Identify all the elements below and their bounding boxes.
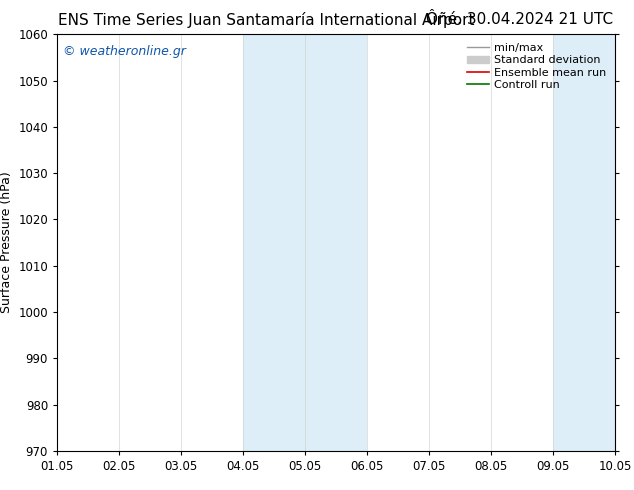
Text: © weatheronline.gr: © weatheronline.gr <box>63 45 186 58</box>
Bar <box>553 34 615 451</box>
Text: Ôñé. 30.04.2024 21 UTC: Ôñé. 30.04.2024 21 UTC <box>426 12 614 27</box>
Legend: min/max, Standard deviation, Ensemble mean run, Controll run: min/max, Standard deviation, Ensemble me… <box>464 40 609 93</box>
Y-axis label: Surface Pressure (hPa): Surface Pressure (hPa) <box>0 172 13 314</box>
Bar <box>305 34 367 451</box>
Bar <box>243 34 305 451</box>
Text: ENS Time Series Juan Santamaría International Airport: ENS Time Series Juan Santamaría Internat… <box>58 12 474 28</box>
